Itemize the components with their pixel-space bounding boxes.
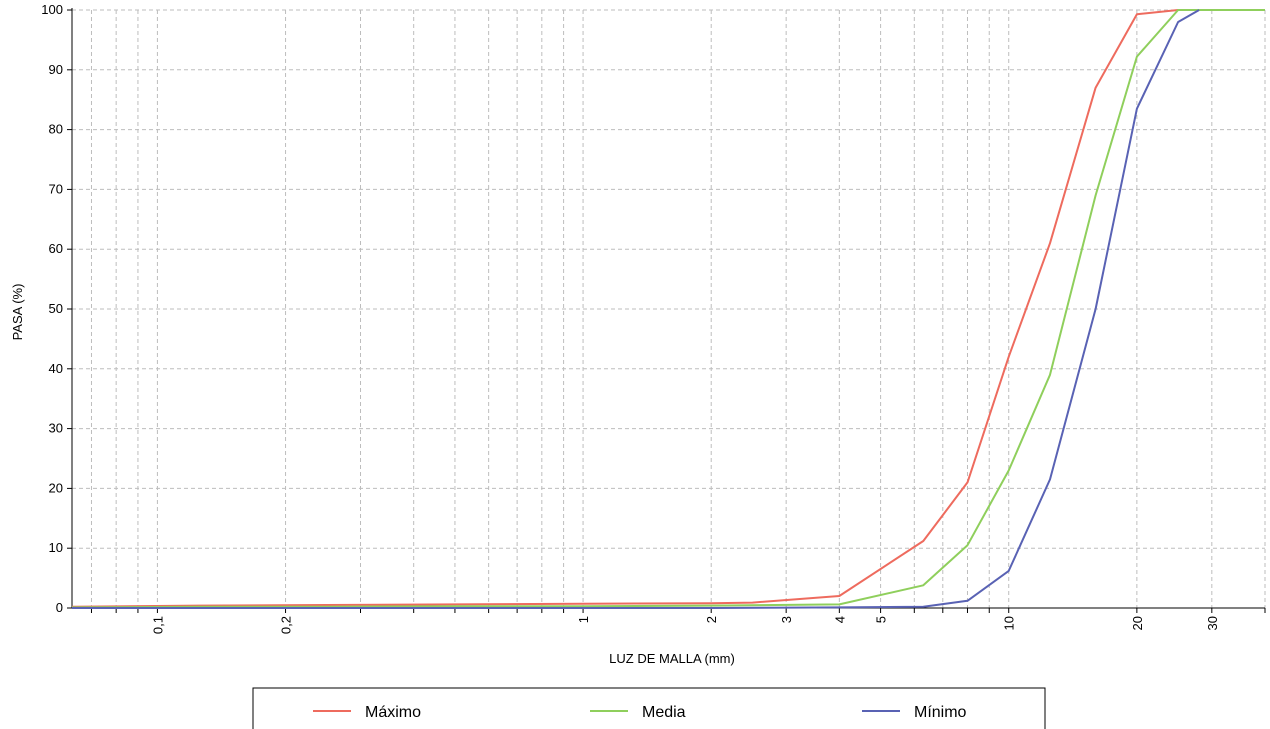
x-tick-label: 0,2 (279, 616, 294, 634)
x-axis-title: LUZ DE MALLA (mm) (609, 651, 735, 666)
x-tick-label: 3 (779, 616, 794, 623)
x-tick-label: 30 (1205, 616, 1220, 630)
y-tick-label: 70 (49, 181, 63, 196)
legend-box (252, 687, 1046, 729)
series-line-1 (71, 9, 1265, 609)
y-tick-label: 50 (49, 301, 63, 316)
legend-label: Máximo (365, 704, 421, 721)
y-tick-label: 60 (49, 241, 63, 256)
x-tick-label: 1 (576, 616, 591, 623)
y-tick-label: 10 (49, 540, 63, 555)
y-tick-label: 80 (49, 122, 63, 137)
x-tick-label: 20 (1130, 616, 1145, 630)
tick-labels: 0 10 20 30 40 50 60 70 80 90 100 0,1 0,2 1 2 3 4 5 10 20 30 (41, 2, 1220, 634)
series-line-2 (72, 9, 1200, 609)
x-tick-label: 5 (874, 616, 889, 623)
y-tick-label: 20 (49, 480, 63, 495)
legend: Máximo Media Mínimo (252, 687, 1046, 729)
series-lines (71, 9, 1265, 609)
y-tick-label: 100 (41, 2, 63, 17)
y-axis-title: PASA (%) (10, 284, 25, 341)
y-tick-label: 30 (49, 421, 63, 436)
grid (72, 9, 1266, 608)
legend-label: Media (642, 704, 686, 721)
axes (67, 8, 1266, 613)
y-tick-label: 90 (49, 62, 63, 77)
legend-label: Mínimo (914, 704, 967, 721)
y-tick-label: 40 (49, 361, 63, 376)
series-line-0 (71, 9, 1179, 608)
y-tick-label: 0 (56, 600, 63, 615)
x-tick-label: 0,1 (150, 616, 165, 634)
x-tick-label: 2 (704, 616, 719, 623)
x-tick-label: 10 (1002, 616, 1017, 630)
x-tick-label: 4 (832, 616, 847, 623)
